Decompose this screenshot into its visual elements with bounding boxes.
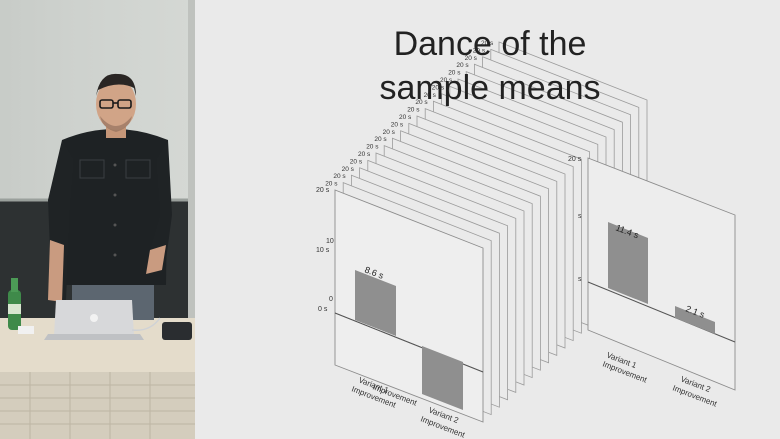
- front-tick-10s: 10 s: [316, 247, 330, 254]
- right-bar-variant-2: [675, 306, 715, 334]
- stack-tick-label: 20 s: [407, 107, 420, 114]
- stack-tick-label: 20 s: [456, 62, 469, 69]
- stack-tick-label: 20 s: [358, 151, 371, 158]
- front-tick-20: 20 s: [316, 187, 330, 194]
- apple-logo-icon: [90, 314, 98, 322]
- stack-tick-label: 20 s: [366, 144, 379, 151]
- stack-tick-label: 20 s: [399, 114, 412, 121]
- right-bar-variant-1: [608, 222, 648, 304]
- water-bottle: [8, 278, 21, 330]
- stack-tick-label: 20 s: [440, 77, 453, 84]
- stack-tick-label: 20 s: [350, 158, 363, 165]
- slide-title-line-2: sample means: [379, 69, 601, 107]
- lecture-room: [0, 0, 195, 439]
- front-tick-0: 0: [329, 296, 333, 303]
- stack-tick-label: 20 s: [432, 84, 445, 91]
- stack-tick-label: 20 s: [424, 92, 437, 99]
- front-bar-variant-1: [355, 270, 396, 336]
- stack-tick-label: 20 s: [391, 121, 404, 128]
- stack-tick-label: 20 s: [374, 136, 387, 143]
- front-chart: 20 s 10 10 s 0 0 s 8.6 s Variant 1 Impro…: [316, 187, 484, 439]
- stack-tick-label: 20 s: [415, 99, 428, 106]
- right-tick-mid: s: [578, 213, 582, 220]
- right-tick-low: s: [578, 276, 582, 283]
- stack-tick-label: 20 s: [342, 166, 355, 173]
- slide-title-line-1: Dance of the: [393, 25, 587, 63]
- stack-tick-label: 20 s: [383, 129, 396, 136]
- stack-tick-label: 20 s: [473, 47, 486, 54]
- slide-title: Dance of the sample means: [330, 22, 650, 110]
- stack-tick-labels: 20 s20 s20 s20 s20 s20 s20 s20 s20 s20 s…: [325, 40, 494, 188]
- front-bar-variant-2: [422, 346, 463, 410]
- front-tick-10: 10: [326, 238, 334, 245]
- stack-tick-label: 20 s: [448, 70, 461, 77]
- stack-tick-label: 20 s: [325, 181, 338, 188]
- laptop: [44, 300, 144, 340]
- right-tick-top: 20 s: [568, 156, 582, 163]
- front-tick-0s: 0 s: [318, 306, 328, 313]
- presenter-head: [96, 78, 136, 130]
- stack-tick-label: 20 s: [481, 40, 494, 47]
- stack-tick-label: 20 s: [333, 173, 346, 180]
- stack-tick-label: 20 s: [465, 55, 478, 62]
